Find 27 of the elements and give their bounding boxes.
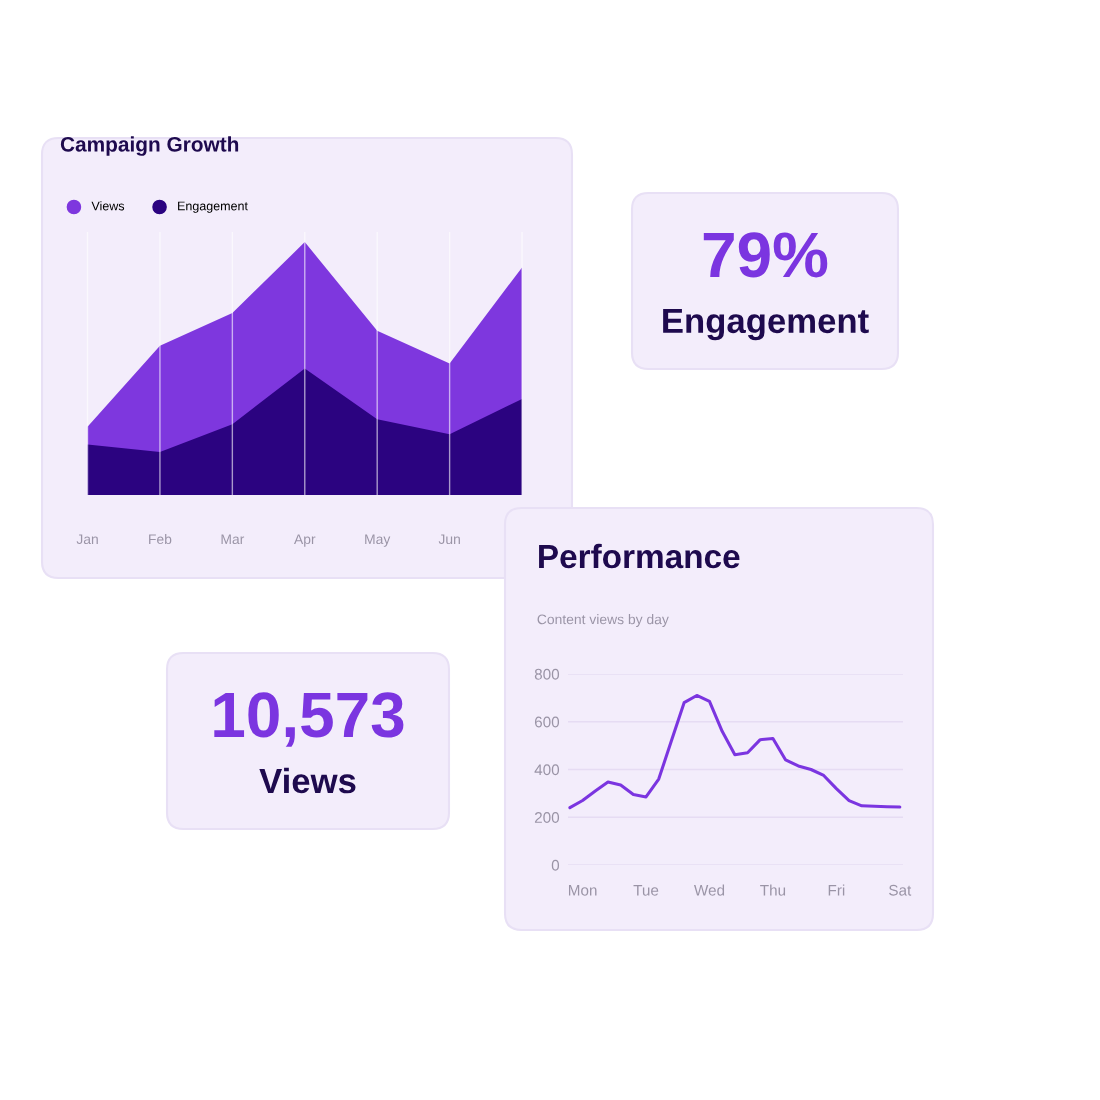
- y-tick-label: 200: [534, 812, 560, 823]
- y-tick-label: 400: [534, 764, 560, 776]
- x-tick-label: May: [365, 534, 391, 547]
- x-tick-label: Thu: [760, 884, 786, 896]
- x-tick-label: Sat: [889, 884, 912, 896]
- text: 10,573: [214, 692, 404, 747]
- x-tick-label: Mon: [568, 885, 597, 896]
- y-tick-label: 800: [534, 668, 560, 680]
- legend-label: Engagement: [178, 201, 248, 213]
- x-tick-label: Mar: [221, 534, 245, 545]
- chart-title: Performance: [539, 543, 740, 569]
- chart-title: Campaign Growth: [60, 136, 239, 156]
- text: 79%: [703, 232, 828, 278]
- x-tick-label: Apr: [294, 534, 316, 547]
- x-tick-label: Jun: [438, 534, 460, 545]
- y-tick-label: 600: [534, 716, 560, 728]
- line-series: [568, 693, 902, 810]
- legend-label: Views: [91, 201, 125, 211]
- chart-subtitle: Content views by day: [537, 614, 669, 627]
- x-tick-label: Wed: [693, 884, 725, 896]
- x-tick-label: Feb: [149, 533, 172, 545]
- x-tick-label: Tue: [633, 885, 659, 896]
- text: Views: [259, 767, 356, 794]
- x-tick-label: Fri: [828, 884, 845, 896]
- x-tick-label: Jan: [76, 534, 98, 545]
- text: Engagement: [663, 308, 869, 341]
- y-tick-label: 0: [551, 859, 560, 871]
